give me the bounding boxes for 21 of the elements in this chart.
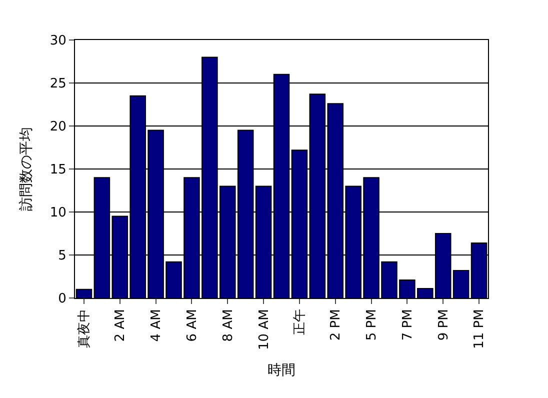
- y-axis-title: 訪問数の平均: [18, 127, 34, 211]
- y-tick-label: 20: [50, 120, 66, 135]
- x-tick-label: 5 PM: [364, 309, 380, 341]
- x-tick-label: 11 PM: [472, 309, 488, 349]
- x-axis-title: 時間: [268, 362, 296, 378]
- x-tick-label: 9 PM: [436, 309, 452, 341]
- x-tick-label: 2 PM: [328, 309, 344, 341]
- x-tick-label: 7 PM: [400, 309, 416, 341]
- x-tick-label: 正午: [292, 309, 308, 336]
- x-tick-label: 10 AM: [256, 309, 272, 350]
- y-tick-label: 5: [58, 248, 66, 264]
- y-tick-label: 30: [50, 34, 66, 49]
- x-tick-label: 6 AM: [184, 309, 200, 342]
- x-tick-label: 真夜中: [76, 309, 92, 348]
- y-tick-label: 0: [58, 292, 66, 307]
- x-tick-label: 4 AM: [149, 309, 164, 342]
- y-tick-label: 10: [50, 206, 66, 221]
- x-tick-label: 8 AM: [220, 309, 236, 342]
- y-tick-label: 15: [50, 162, 66, 178]
- y-tick-label: 25: [50, 76, 66, 92]
- x-tick-label: 2 AM: [113, 309, 128, 342]
